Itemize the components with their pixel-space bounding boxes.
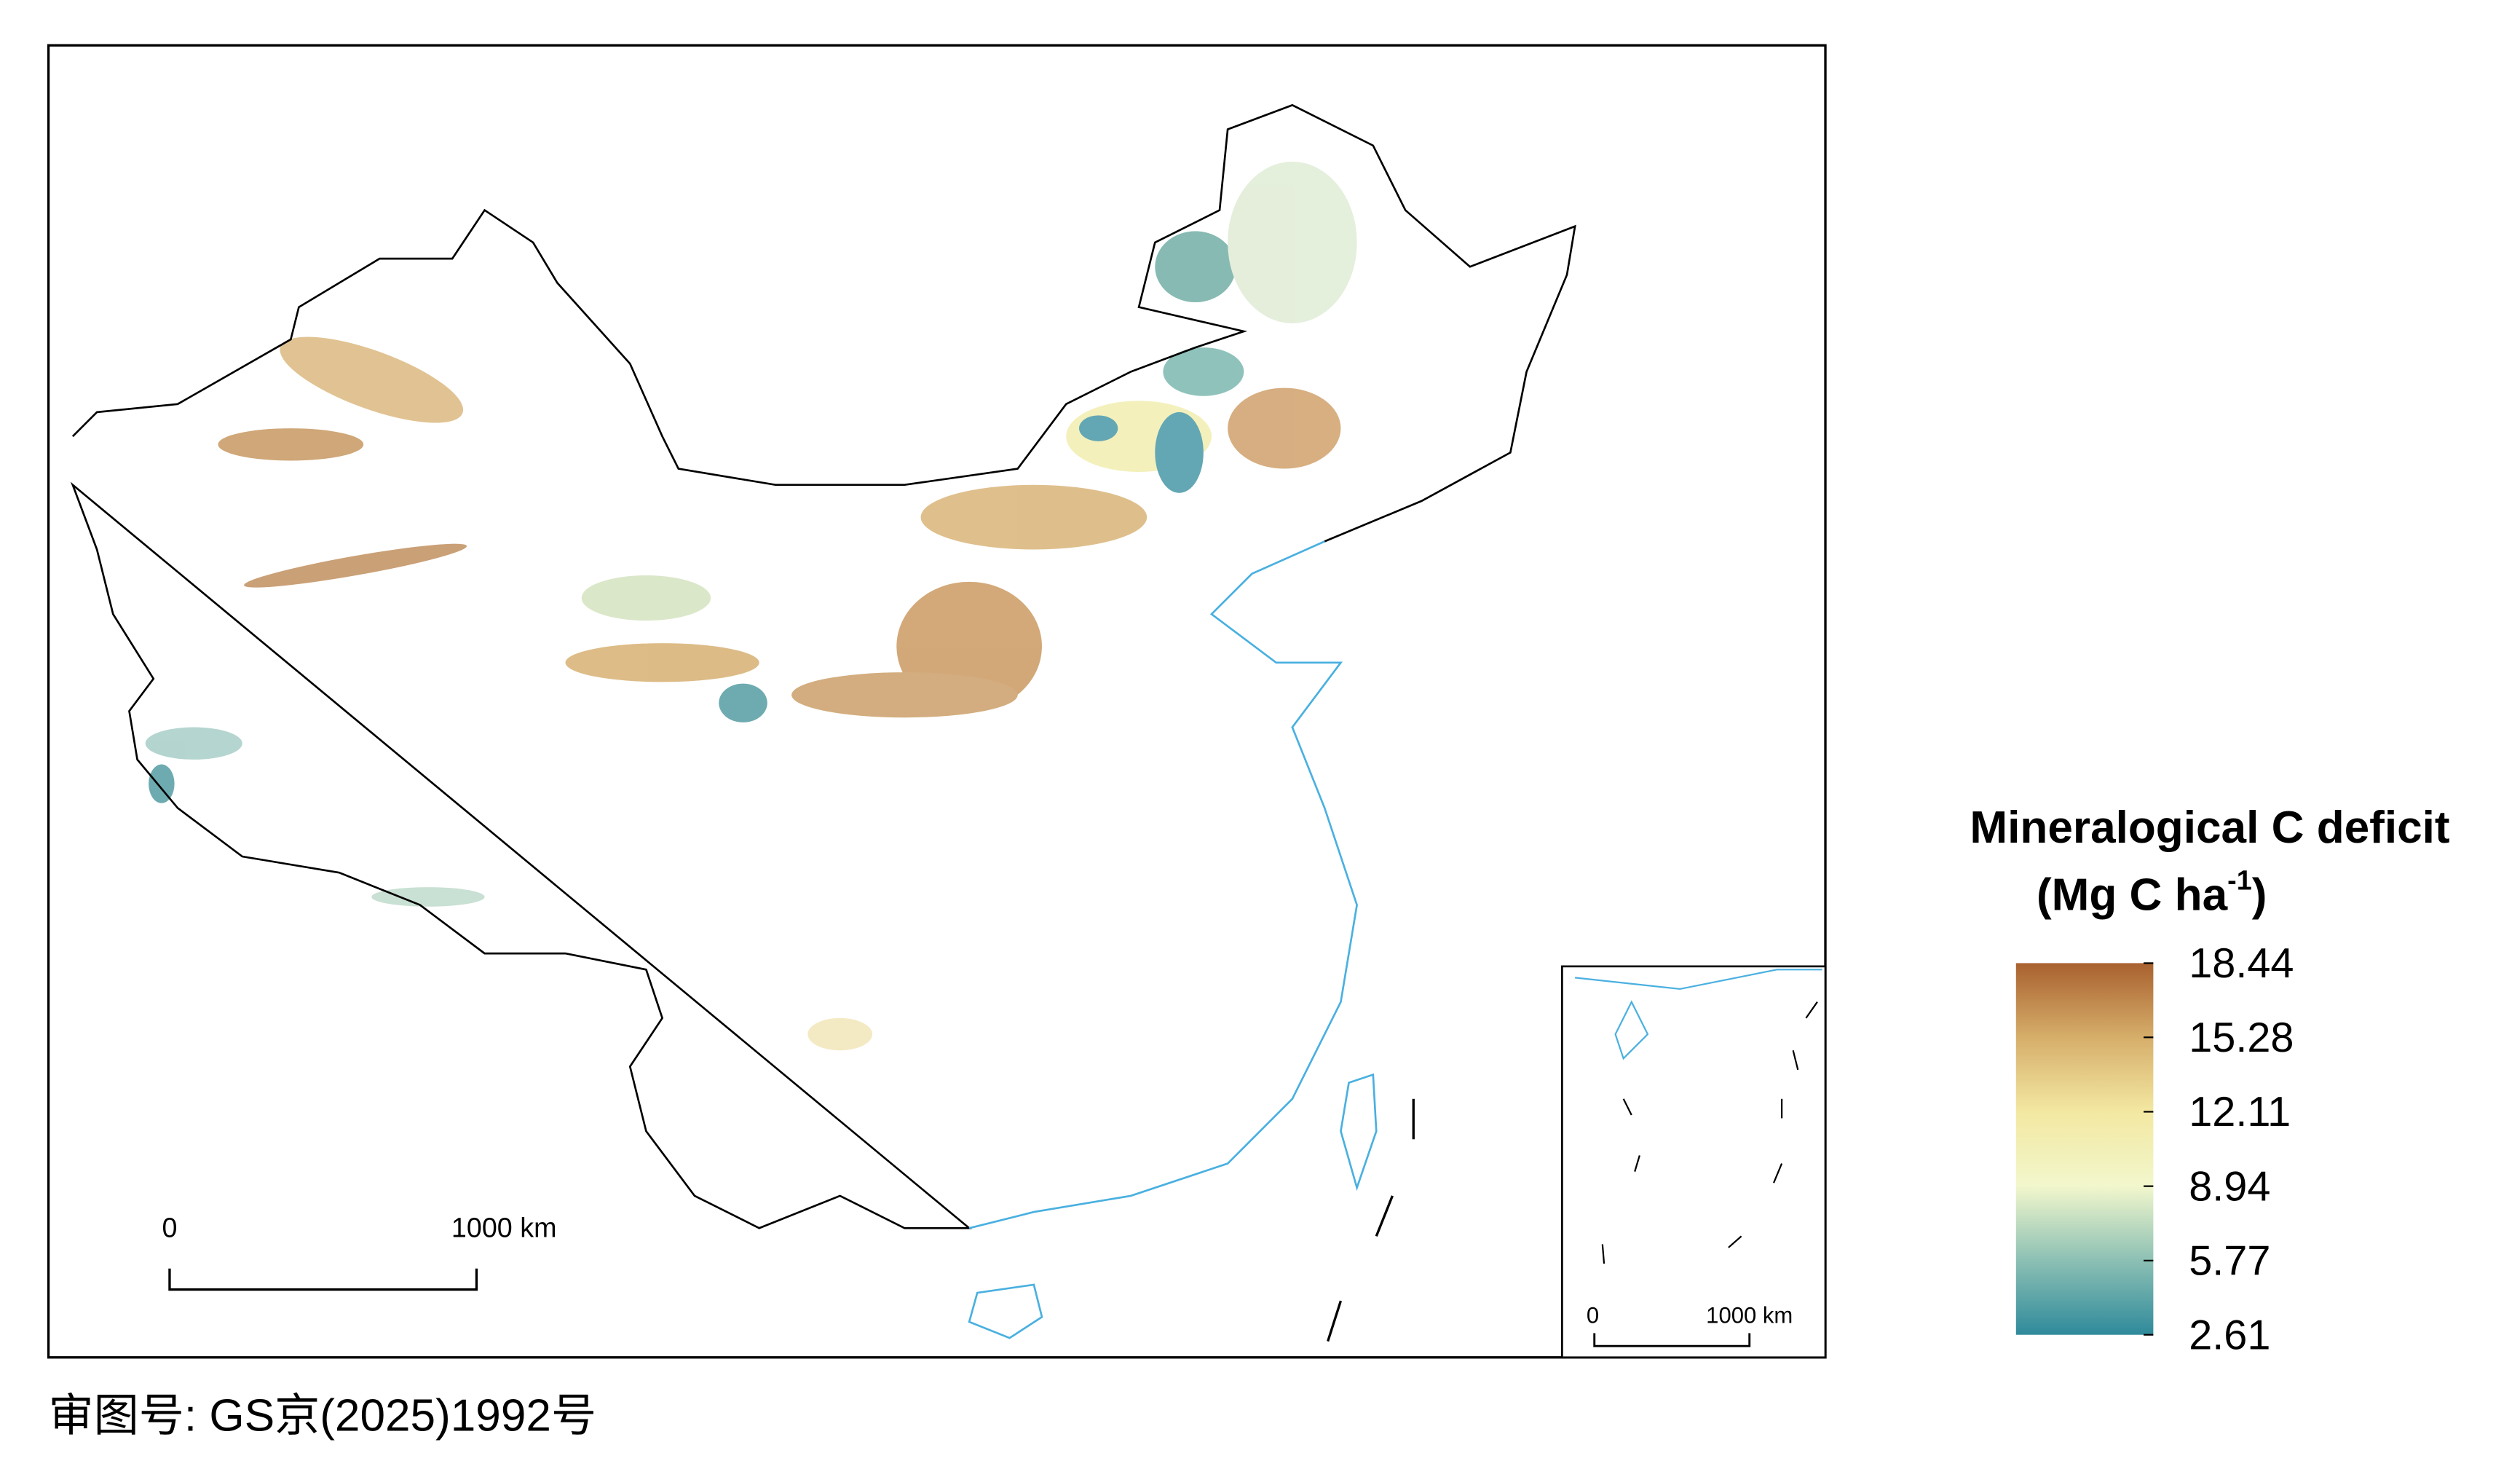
colorbar-tick-label: 8.94 [2189,1163,2270,1210]
colorbar-tick-label: 5.77 [2189,1238,2270,1285]
hainan [968,1283,1043,1339]
approval-number: 审图号: GS京(2025)1992号 [49,1390,597,1441]
inset-scale-end: 1000 km [1706,1303,1793,1328]
unit-close: ) [2252,870,2267,921]
colorbar [2015,963,2154,1335]
unit-main: (Mg C ha [2037,870,2228,921]
land-border [70,103,1576,1229]
legend-title: Mineralogical C deficit [1970,803,2449,853]
colorbar-tick-label: 12.11 [2189,1089,2291,1135]
colorbar-tick-label: 2.61 [2189,1312,2270,1358]
scale-start: 0 [162,1212,177,1242]
nine-dash [1327,1098,1415,1342]
data-patches [145,162,1357,1051]
taiwan [1340,1073,1378,1192]
inset-coast [1575,969,1822,1060]
unit-sup: -1 [2227,865,2252,895]
colorbar-tick-label: 15.28 [2189,1015,2294,1061]
inset-frame [1561,965,1827,1359]
coastline [968,540,1358,1229]
scale-end: 1000 km [451,1212,557,1242]
legend-unit: (Mg C ha-1) [2037,865,2267,921]
inset-scale-start: 0 [1587,1303,1599,1328]
inset-scale-bar [1593,1333,1751,1347]
scale-bar [168,1268,478,1291]
inset-dashes [1601,1001,1818,1264]
colorbar-tick-label: 18.44 [2189,940,2294,987]
